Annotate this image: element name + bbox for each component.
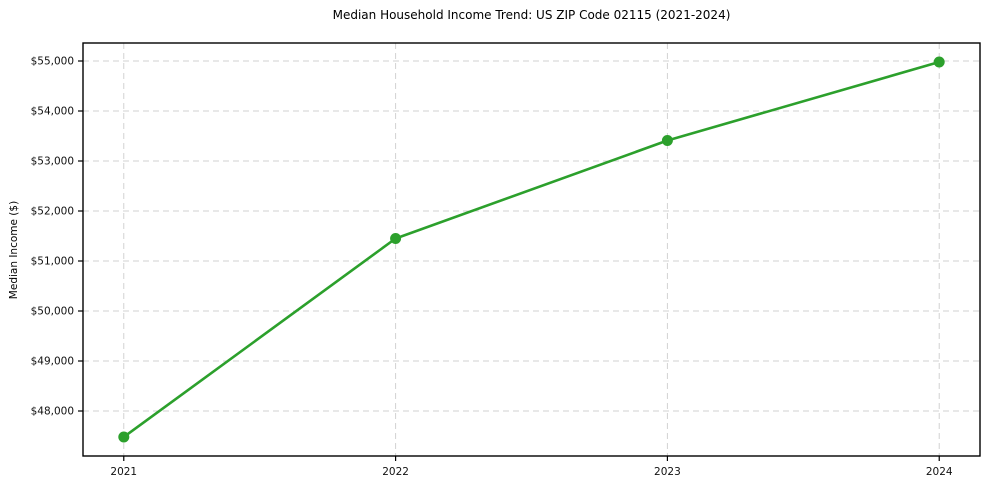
y-tick-label: $54,000 xyxy=(31,106,74,118)
y-tick-label: $53,000 xyxy=(31,156,74,168)
y-tick-label: $48,000 xyxy=(31,406,74,418)
y-tick-label: $52,000 xyxy=(31,206,74,218)
x-tick-label: 2023 xyxy=(654,466,681,478)
trend-line xyxy=(122,60,941,439)
x-tick-label: 2022 xyxy=(382,466,409,478)
data-point-marker xyxy=(933,56,945,68)
x-tick-label: 2024 xyxy=(926,466,953,478)
data-point-marker xyxy=(661,135,673,146)
plot-border xyxy=(82,42,981,457)
y-tick-label: $49,000 xyxy=(31,356,74,368)
chart-title: Median Household Income Trend: US ZIP Co… xyxy=(332,8,731,22)
y-tick-label: $50,000 xyxy=(31,306,74,318)
y-tick-label: $51,000 xyxy=(31,256,74,268)
data-point-marker xyxy=(390,233,402,244)
data-point-marker xyxy=(118,431,130,443)
x-tick-label: 2021 xyxy=(110,466,137,478)
y-tick-label: $55,000 xyxy=(31,56,74,68)
